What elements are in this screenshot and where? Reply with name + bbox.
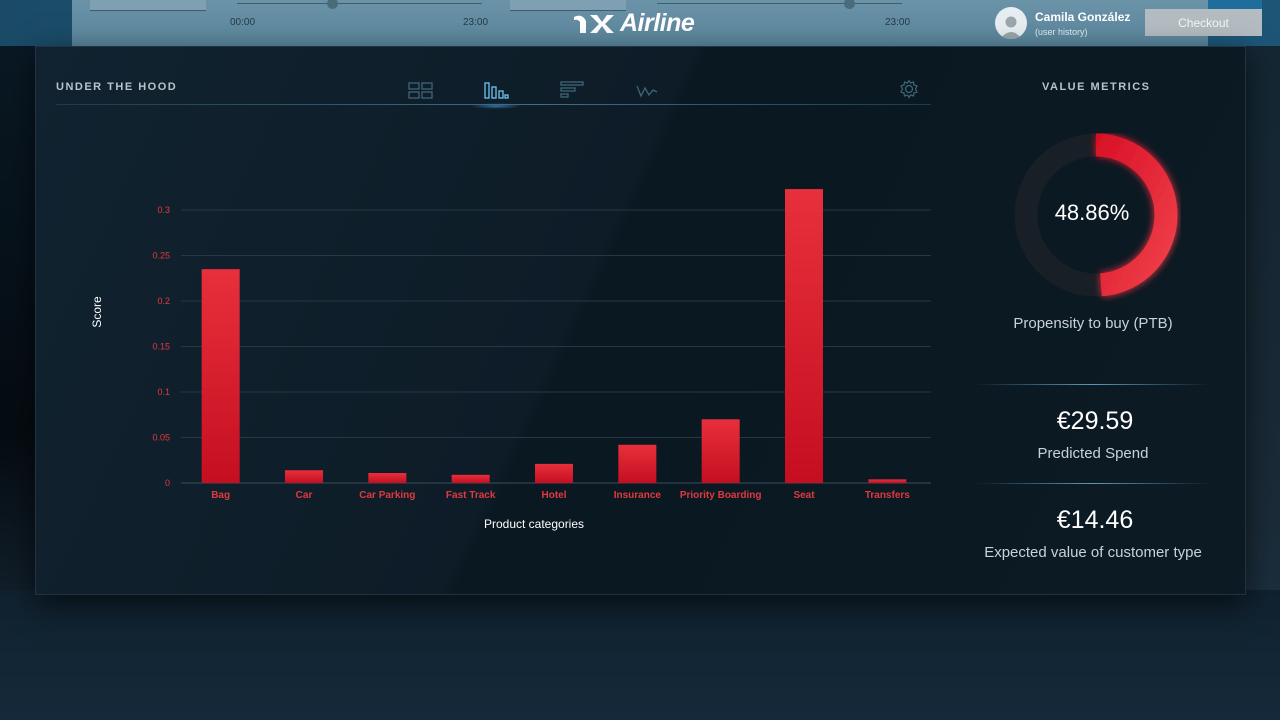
date-field-right[interactable] [510,0,626,11]
donut-progress-arc [1095,133,1178,297]
bar-car[interactable] [285,470,323,483]
y-tick-label: 0.3 [157,205,170,215]
y-axis-label: Score [90,296,104,328]
bar-chart: 0 0.05 0.1 0.15 0.2 0.25 0.3 Bag Car Car Parking F… [90,189,931,531]
bar-priority-boarding[interactable] [701,419,740,483]
bar-insurance[interactable] [618,444,657,483]
ptb-donut-chart [1014,133,1178,297]
bar-seat[interactable] [785,189,823,483]
x-tick-label: Bag [211,490,230,501]
date-field-left[interactable] [90,0,206,11]
background-bottom [0,590,1280,720]
x-tick-label: Seat [793,490,815,501]
bar-hotel[interactable] [535,463,573,483]
slider-handle[interactable] [844,0,855,9]
checkout-button[interactable]: Checkout [1145,9,1262,36]
x-tick-label: Priority Boarding [680,490,762,501]
user-icon [1000,16,1022,39]
x-tick-label: Car Parking [359,490,415,501]
value-metrics-title: VALUE METRICS [1042,81,1151,93]
x-tick-label: Insurance [614,490,662,501]
y-tick-label: 0.2 [157,296,170,306]
user-subtitle: (user history) [1035,26,1088,37]
bar-transfers[interactable] [868,479,907,483]
time-slider-left[interactable] [237,0,482,14]
time-slider-right[interactable] [657,0,902,14]
ptb-label: Propensity to buy (PTB) [1013,315,1173,332]
slider-handle[interactable] [327,0,338,9]
predicted-spend-label: Predicted Spend [1037,445,1149,462]
slider-track [657,3,902,4]
main-panel: UNDER THE HOOD VALUE METRICS [35,46,1246,595]
metrics-divider [975,384,1210,385]
logo-mark-icon [574,15,614,33]
predicted-spend-value: €29.59 [1056,407,1134,435]
bar-chart-view-icon[interactable] [470,79,522,109]
time-start-label: 00:00 [230,17,256,28]
ptb-value: 48.86% [1054,200,1130,225]
y-tick-label: 0.1 [157,387,170,397]
y-tick-label: 0.25 [152,251,170,261]
x-tick-label: Car [296,490,313,501]
logo-text: Airline [620,8,695,37]
metrics-divider [975,483,1210,484]
airline-logo: Airline [572,8,695,38]
bar-fast-track[interactable] [451,474,490,483]
horizontal-bar-view-icon[interactable] [558,79,586,101]
grid-view-icon[interactable] [407,79,435,101]
y-tick-label: 0 [165,478,170,488]
settings-gear-icon[interactable] [899,79,919,104]
line-view-icon[interactable] [633,79,661,101]
tab-underline [56,104,931,105]
y-tick-label: 0.05 [152,433,170,443]
avatar [995,7,1027,39]
user-name: Camila González [1035,9,1131,24]
expected-value-label: Expected value of customer type [984,544,1202,561]
user-profile[interactable]: Camila González (user history) [995,7,1130,39]
under-the-hood-title: UNDER THE HOOD [56,81,178,93]
x-tick-label: Transfers [865,490,910,501]
slider-track [237,3,482,4]
y-tick-label: 0.15 [152,342,170,352]
x-tick-label: Hotel [542,490,567,501]
x-tick-label: Fast Track [446,490,496,501]
time-end-label: 23:00 [885,17,911,28]
bar-bag[interactable] [201,269,240,483]
time-end-label: 23:00 [463,17,489,28]
bar-car-parking[interactable] [368,472,407,483]
x-axis-label: Product categories [484,517,584,531]
expected-value-value: €14.46 [1056,506,1134,534]
